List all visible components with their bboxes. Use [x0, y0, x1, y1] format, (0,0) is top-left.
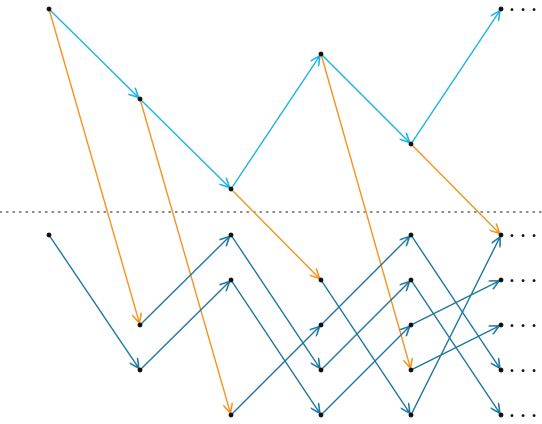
node-l10 [228, 232, 234, 238]
cross-edge-u1-to-l12 [139, 98, 230, 412]
lower-edge-l11-to-l23 [230, 279, 319, 413]
cross-edge-u3-to-l33 [320, 53, 410, 367]
lower-edge-l34-to-l40 [410, 238, 500, 416]
edges-layer [48, 8, 500, 416]
cross-edge-u2-to-l20 [230, 188, 319, 278]
node-l21 [318, 322, 324, 328]
node-l41 [498, 277, 504, 283]
lower-edge-l23-to-l32 [320, 327, 409, 416]
upper-edge-u1-to-u2 [139, 98, 229, 187]
node-l44 [498, 412, 504, 418]
node-l22 [318, 367, 324, 373]
continuation-dots-l44: • • • [509, 411, 538, 422]
node-u0 [46, 6, 52, 12]
node-l01 [137, 322, 143, 328]
node-u4 [408, 141, 414, 147]
node-l33 [408, 367, 414, 373]
upper-edge-u4-to-u5 [410, 11, 499, 145]
upper-edge-u3-to-u4 [320, 53, 409, 142]
continuation-dots-u5: • • • [509, 5, 538, 16]
nodes-layer [46, 6, 504, 418]
lower-edge-l02-to-l11 [139, 282, 229, 371]
continuation-dots-l43: • • • [509, 366, 538, 377]
node-l20 [318, 277, 324, 283]
node-l43 [498, 367, 504, 373]
continuation-marks: • • • • • • • • • • • • • • • • • • [509, 5, 538, 422]
node-l12 [228, 412, 234, 418]
upper-edge-u0-to-u1 [48, 8, 138, 97]
cross-edge-u0-to-l01 [48, 8, 139, 322]
node-l40 [498, 232, 504, 238]
node-l00 [46, 232, 52, 238]
lower-edge-l30-to-l43 [410, 234, 499, 368]
lower-edge-l01-to-l10 [139, 237, 229, 326]
cross-edge-u4-to-l40 [410, 143, 499, 233]
node-l23 [318, 412, 324, 418]
lower-edge-l20-to-l34 [320, 279, 409, 413]
continuation-dots-l40: • • • [509, 231, 538, 242]
lower-edge-l32-to-l41 [410, 281, 498, 326]
lower-edge-l21-to-l30 [320, 237, 409, 326]
node-l11 [228, 277, 234, 283]
node-l31 [408, 277, 414, 283]
node-u3 [318, 51, 324, 57]
upper-edge-u2-to-u3 [230, 56, 319, 190]
node-u2 [228, 186, 234, 192]
node-l42 [498, 322, 504, 328]
lower-edge-l00-to-l02 [48, 234, 138, 368]
continuation-dots-l41: • • • [509, 276, 538, 287]
lower-edge-l12-to-l21 [230, 327, 319, 416]
node-l32 [408, 322, 414, 328]
node-u1 [137, 96, 143, 102]
lower-edge-l33-to-l42 [410, 326, 498, 371]
node-l02 [137, 367, 143, 373]
node-l30 [408, 232, 414, 238]
lower-edge-l31-to-l44 [410, 279, 499, 413]
node-u5 [498, 6, 504, 12]
lower-edge-l10-to-l22 [230, 234, 319, 368]
node-l34 [408, 412, 414, 418]
continuation-dots-l42: • • • [509, 321, 538, 332]
lower-edge-l22-to-l31 [320, 282, 409, 371]
